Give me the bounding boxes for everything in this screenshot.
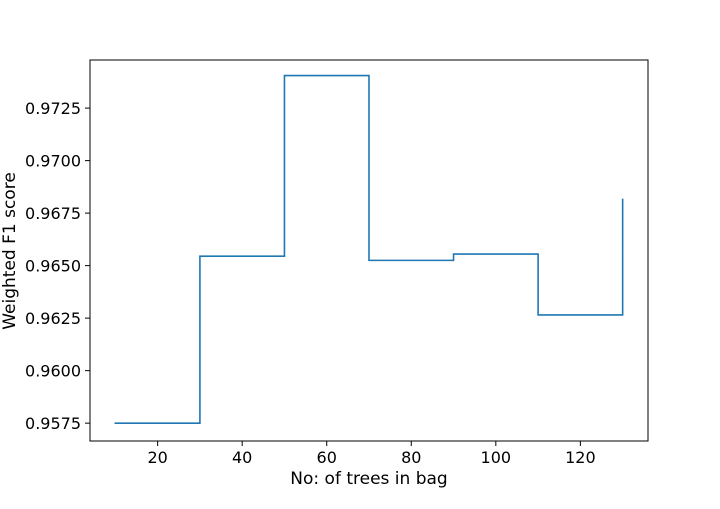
x-tick-label: 60 [317,448,337,467]
x-tick-label: 120 [565,448,596,467]
axes-layer: 20 40 60 80 100 120 0.9575 0.9600 0.9625 0.9650 0.… [25,59,649,467]
y-tick-label: 0.9675 [25,204,81,223]
y-tick-label: 0.9700 [25,152,81,171]
x-axis-label: No: of trees in bag [290,469,447,489]
y-tick-label: 0.9600 [25,362,81,381]
y-tick-label: 0.9650 [25,257,81,276]
y-tick-label: 0.9575 [25,414,81,433]
series-layer [114,74,624,424]
x-tick-label: 100 [481,448,512,467]
x-tick-label: 20 [147,448,167,467]
y-axis-label: Weighted F1 score [0,172,20,330]
y-tick-label: 0.9625 [25,309,81,328]
y-tick-label: 0.9725 [25,99,81,118]
x-tick-label: 40 [232,448,252,467]
series-line-0 [114,74,624,424]
x-tick-label: 80 [401,448,421,467]
axes-frame [89,59,649,442]
